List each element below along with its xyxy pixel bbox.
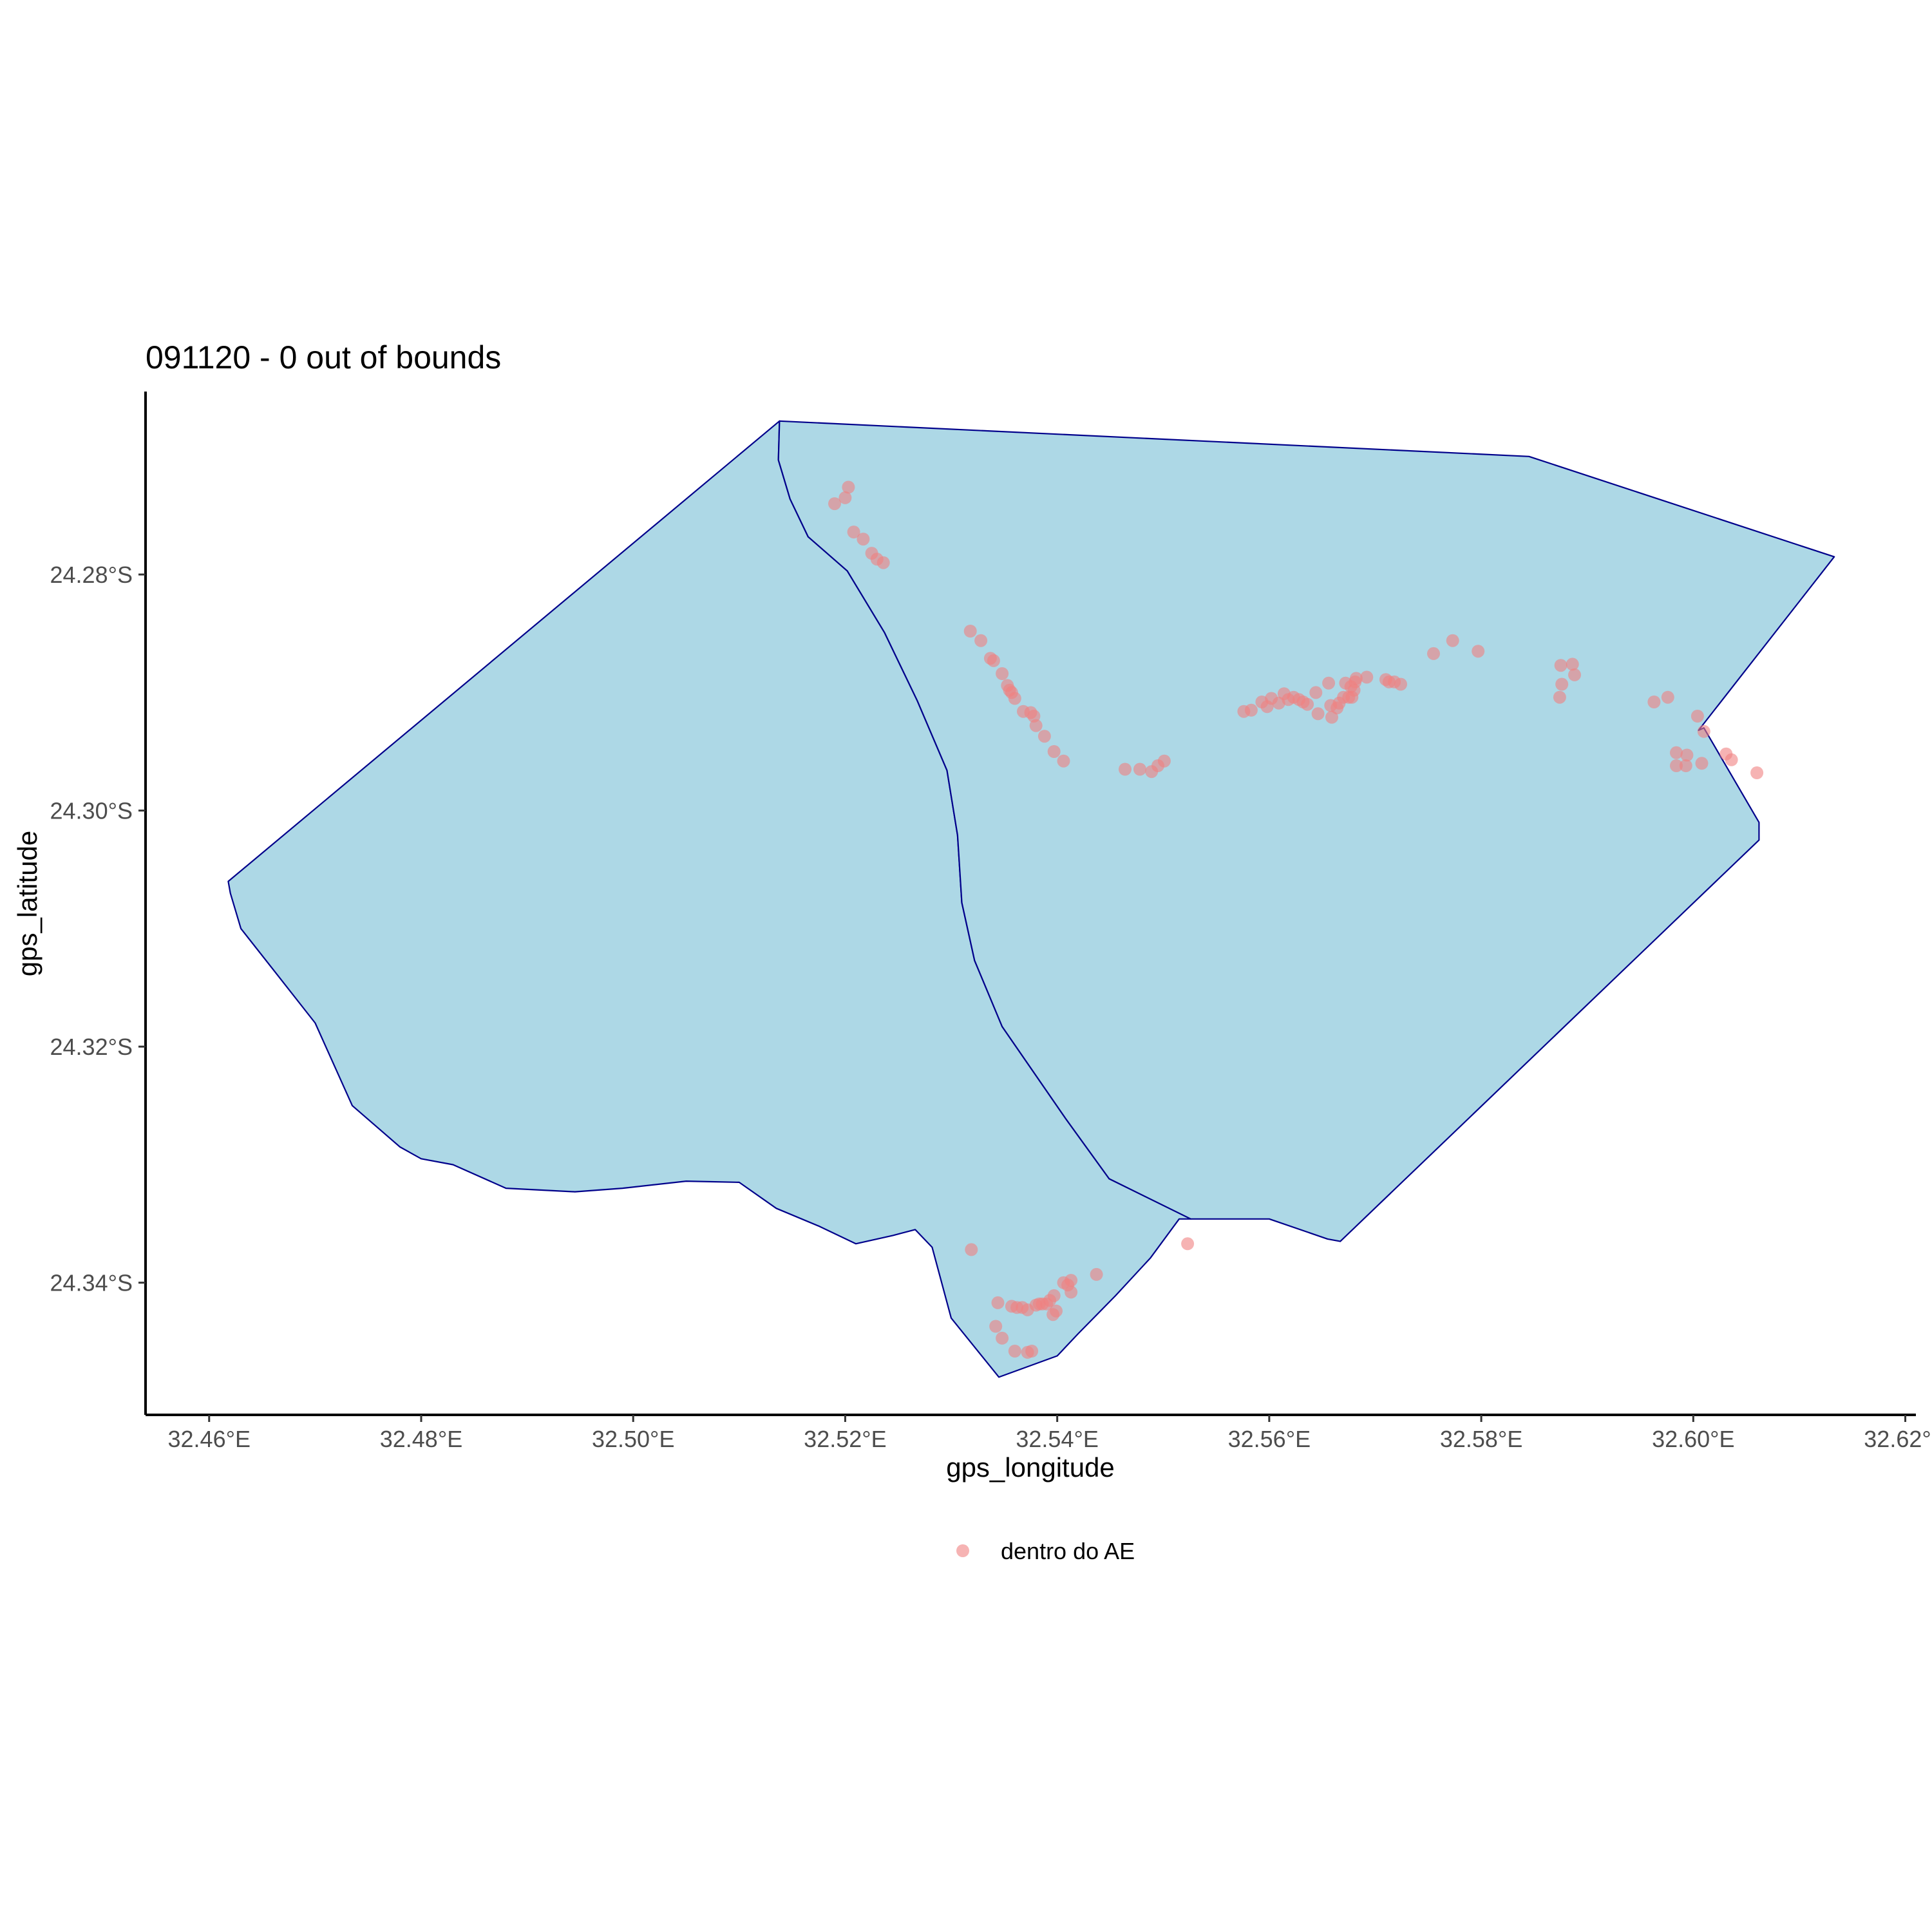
data-point (1680, 748, 1694, 762)
x-tick-label: 32.52°E (804, 1426, 887, 1452)
data-point (1554, 659, 1567, 672)
data-point (1695, 757, 1709, 770)
x-tick-label: 32.60°E (1652, 1426, 1735, 1452)
data-point (857, 533, 870, 546)
data-point (1566, 658, 1579, 671)
y-tick-label: 24.34°S (50, 1270, 133, 1296)
x-axis-title: gps_longitude (946, 1452, 1115, 1482)
data-point (1301, 697, 1314, 711)
data-point (1690, 710, 1704, 723)
data-point (838, 491, 852, 504)
data-point (1427, 647, 1440, 660)
y-axis-title: gps_latitude (12, 831, 43, 977)
data-point (1647, 696, 1661, 708)
data-point (847, 526, 860, 539)
y-tick-label: 24.30°S (50, 798, 133, 824)
data-point (991, 1296, 1005, 1309)
data-point (1119, 762, 1132, 776)
data-point (842, 480, 855, 494)
data-point (1661, 690, 1674, 704)
data-point (1360, 670, 1374, 684)
y-tick-label: 24.28°S (50, 562, 133, 588)
x-tick-label: 32.54°E (1016, 1426, 1099, 1452)
data-point (1670, 746, 1683, 759)
data-point (1325, 710, 1338, 724)
data-point (1090, 1267, 1103, 1281)
data-point (1679, 759, 1692, 772)
x-tick-label: 32.50°E (592, 1426, 675, 1452)
data-point (1311, 707, 1325, 721)
data-point (1047, 745, 1061, 758)
legend: dentro do AE (956, 1538, 1135, 1564)
data-point (1568, 668, 1581, 681)
plot-panel (227, 420, 1835, 1378)
data-point (1725, 753, 1738, 766)
data-point (1670, 759, 1683, 772)
data-point (1057, 754, 1070, 768)
data-point (1472, 645, 1485, 658)
data-point (1446, 634, 1459, 647)
data-point (1244, 703, 1258, 717)
x-tick-label: 32.46°E (168, 1426, 251, 1452)
x-tick-label: 32.56°E (1228, 1426, 1311, 1452)
data-point (974, 634, 988, 647)
data-point (876, 556, 890, 569)
data-point (1181, 1237, 1195, 1251)
data-point (965, 1243, 978, 1256)
data-point (1025, 1345, 1039, 1358)
x-tick-label: 32.48°E (380, 1426, 463, 1452)
data-point (828, 497, 841, 511)
data-point (1697, 724, 1710, 738)
legend-label: dentro do AE (1001, 1538, 1135, 1564)
data-point (996, 1331, 1009, 1345)
data-point (1157, 754, 1171, 768)
x-tick-label: 32.58°E (1440, 1426, 1523, 1452)
data-point (1750, 766, 1764, 779)
data-point (1309, 686, 1323, 699)
y-axis-ticks: 24.28°S 24.30°S 24.32°S 24.34°S (50, 562, 146, 1296)
data-point (1037, 730, 1051, 743)
data-point (1065, 1285, 1078, 1299)
data-point (1349, 672, 1363, 685)
plot-title: 091120 - 0 out of bounds (146, 339, 501, 375)
data-point (1322, 676, 1336, 690)
data-point (996, 667, 1009, 680)
data-point (1553, 690, 1566, 704)
data-point (1133, 762, 1146, 776)
data-point (1394, 677, 1407, 691)
data-point (1047, 1289, 1061, 1302)
x-tick-label: 32.62°E (1864, 1426, 1932, 1452)
data-point (987, 654, 1000, 667)
legend-key-point (956, 1544, 969, 1557)
data-point (1555, 677, 1569, 691)
data-point (1008, 1345, 1021, 1358)
x-axis-ticks: 32.46°E 32.48°E 32.50°E 32.52°E 32.54°E 32.56… (168, 1415, 1932, 1452)
data-point (963, 625, 977, 638)
data-point (989, 1320, 1003, 1333)
data-point (1029, 719, 1043, 732)
data-point (1065, 1274, 1078, 1287)
data-point (1046, 1308, 1060, 1321)
y-tick-label: 24.32°S (50, 1034, 133, 1060)
data-point (1008, 692, 1021, 705)
